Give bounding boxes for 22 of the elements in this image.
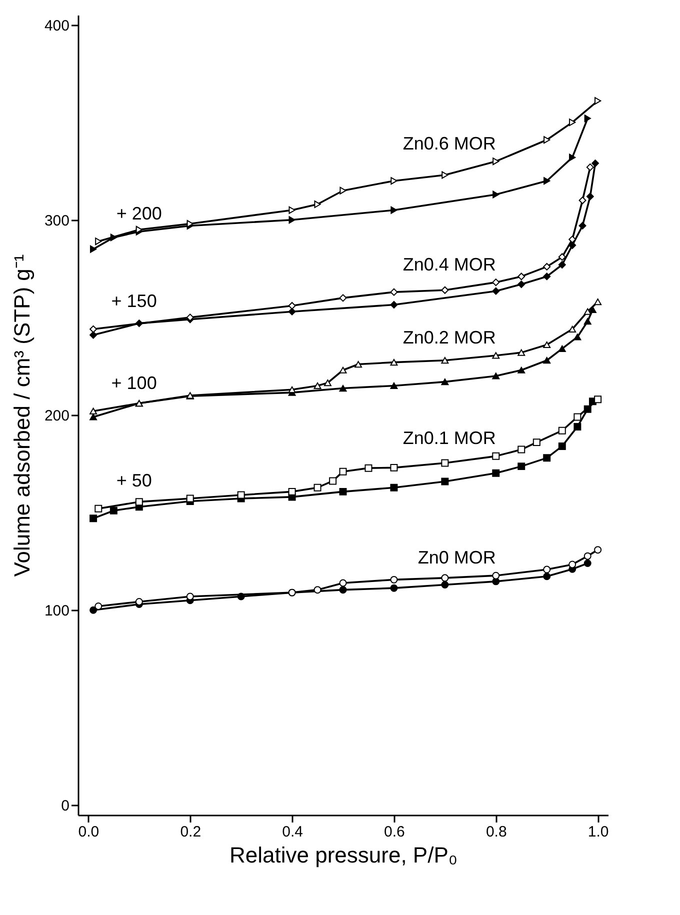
annotation: + 200 <box>116 203 162 224</box>
series-label: Zn0.6 MOR <box>402 133 496 154</box>
annotation: + 100 <box>111 373 157 394</box>
y-tick-label: 100 <box>44 602 70 620</box>
annotation: + 150 <box>111 291 157 312</box>
y-axis-title: Volume adsorbed / cm³ (STP) g⁻¹ <box>9 254 34 577</box>
x-tick-label: 1.0 <box>588 824 609 840</box>
x-tick-label: 0.0 <box>78 824 100 840</box>
annotation: + 50 <box>116 470 152 491</box>
y-tick-label: 400 <box>44 17 70 34</box>
series-label: Zn0 MOR <box>418 548 496 568</box>
x-tick-label: 0.6 <box>384 824 405 840</box>
y-tick-label: 300 <box>44 212 70 230</box>
x-tick-label: 0.8 <box>486 824 507 840</box>
series-label: Zn0.1 MOR <box>402 428 496 448</box>
y-tick-label: 0 <box>61 798 70 815</box>
series-label: Zn0.4 MOR <box>402 254 496 274</box>
x-tick-label: 0.2 <box>180 824 202 840</box>
series-label: Zn0.2 MOR <box>402 327 496 348</box>
x-tick-label: 0.4 <box>282 824 303 840</box>
x-axis-title: Relative pressure, P/P₀ <box>229 842 458 868</box>
y-tick-label: 200 <box>44 408 70 424</box>
